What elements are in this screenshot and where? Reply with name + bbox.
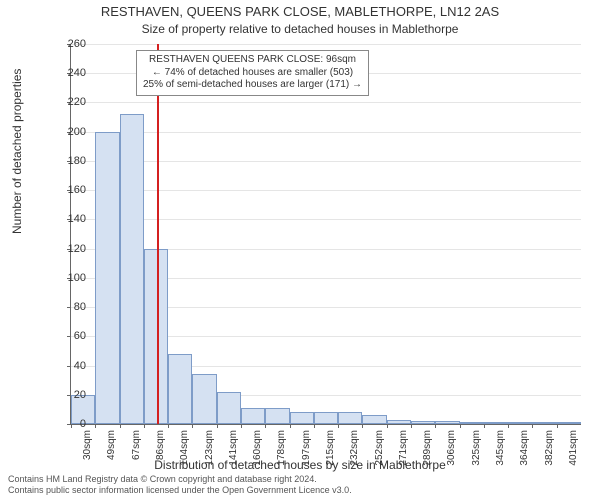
y-tick-label: 240 (36, 67, 86, 79)
x-tick-label: 141sqm (228, 430, 239, 470)
histogram-bar (435, 421, 459, 424)
x-tick-label: 306sqm (446, 430, 457, 470)
x-tick-mark (338, 424, 339, 428)
x-tick-mark (241, 424, 242, 428)
x-tick-mark (435, 424, 436, 428)
x-tick-mark (387, 424, 388, 428)
x-tick-mark (557, 424, 558, 428)
x-tick-label: 271sqm (398, 430, 409, 470)
histogram-bar (144, 249, 168, 424)
y-tick-label: 160 (36, 184, 86, 196)
gridline (71, 132, 581, 133)
footer-line-1: Contains HM Land Registry data © Crown c… (8, 474, 352, 485)
histogram-bar (484, 422, 508, 424)
chart-subtitle: Size of property relative to detached ho… (0, 22, 600, 36)
x-tick-label: 325sqm (471, 430, 482, 470)
y-tick-label: 80 (36, 301, 86, 313)
x-tick-mark (411, 424, 412, 428)
x-tick-label: 382sqm (544, 430, 555, 470)
x-tick-mark (95, 424, 96, 428)
reference-line (157, 44, 159, 424)
x-tick-mark (460, 424, 461, 428)
x-tick-mark (362, 424, 363, 428)
x-tick-label: 178sqm (276, 430, 287, 470)
footer-attribution: Contains HM Land Registry data © Crown c… (8, 474, 352, 496)
x-tick-mark (484, 424, 485, 428)
x-tick-mark (265, 424, 266, 428)
histogram-bar (192, 374, 216, 424)
histogram-bar (241, 408, 265, 424)
x-tick-label: 86sqm (155, 430, 166, 470)
plot-area: RESTHAVEN QUEENS PARK CLOSE: 96sqm ← 74%… (70, 44, 581, 425)
histogram-bar (120, 114, 144, 424)
y-tick-label: 260 (36, 38, 86, 50)
x-tick-label: 252sqm (374, 430, 385, 470)
annotation-box: RESTHAVEN QUEENS PARK CLOSE: 96sqm ← 74%… (136, 50, 369, 96)
y-tick-label: 220 (36, 96, 86, 108)
gridline (71, 190, 581, 191)
gridline (71, 219, 581, 220)
histogram-bar (532, 422, 556, 424)
y-tick-label: 120 (36, 243, 86, 255)
y-tick-label: 0 (36, 418, 86, 430)
x-tick-label: 345sqm (495, 430, 506, 470)
gridline (71, 102, 581, 103)
y-tick-label: 200 (36, 126, 86, 138)
y-tick-label: 180 (36, 155, 86, 167)
gridline (71, 161, 581, 162)
gridline (71, 44, 581, 45)
x-tick-mark (532, 424, 533, 428)
x-tick-label: 289sqm (422, 430, 433, 470)
histogram-bar (314, 412, 338, 424)
x-tick-label: 401sqm (568, 430, 579, 470)
x-tick-mark (508, 424, 509, 428)
annotation-line-3: 25% of semi-detached houses are larger (… (143, 79, 362, 92)
x-tick-label: 30sqm (82, 430, 93, 470)
histogram-bar (168, 354, 192, 424)
x-tick-label: 197sqm (301, 430, 312, 470)
y-tick-label: 100 (36, 272, 86, 284)
histogram-bar (387, 420, 411, 424)
chart-container: { "title": "RESTHAVEN, QUEENS PARK CLOSE… (0, 0, 600, 500)
histogram-bar (460, 422, 484, 424)
x-tick-mark (168, 424, 169, 428)
histogram-bar (557, 422, 581, 424)
x-tick-mark (314, 424, 315, 428)
histogram-bar (362, 415, 386, 424)
x-tick-mark (120, 424, 121, 428)
x-tick-label: 49sqm (106, 430, 117, 470)
x-tick-mark (144, 424, 145, 428)
y-tick-label: 60 (36, 330, 86, 342)
histogram-bar (411, 421, 435, 424)
x-tick-label: 215sqm (325, 430, 336, 470)
annotation-line-2: ← 74% of detached houses are smaller (50… (143, 67, 362, 80)
x-tick-label: 160sqm (252, 430, 263, 470)
y-axis-label: Number of detached properties (10, 69, 24, 234)
x-tick-label: 364sqm (519, 430, 530, 470)
x-tick-mark (192, 424, 193, 428)
histogram-bar (290, 412, 314, 424)
annotation-line-1: RESTHAVEN QUEENS PARK CLOSE: 96sqm (143, 54, 362, 67)
x-tick-label: 67sqm (131, 430, 142, 470)
histogram-bar (217, 392, 241, 424)
x-tick-mark (290, 424, 291, 428)
x-tick-label: 123sqm (204, 430, 215, 470)
x-tick-label: 104sqm (179, 430, 190, 470)
footer-line-2: Contains public sector information licen… (8, 485, 352, 496)
y-tick-label: 140 (36, 213, 86, 225)
y-tick-label: 40 (36, 360, 86, 372)
x-tick-mark (217, 424, 218, 428)
chart-title: RESTHAVEN, QUEENS PARK CLOSE, MABLETHORP… (0, 4, 600, 19)
histogram-bar (95, 132, 119, 424)
histogram-bar (338, 412, 362, 424)
histogram-bar (508, 422, 532, 424)
histogram-bar (265, 408, 289, 424)
y-tick-label: 20 (36, 389, 86, 401)
x-tick-label: 232sqm (349, 430, 360, 470)
